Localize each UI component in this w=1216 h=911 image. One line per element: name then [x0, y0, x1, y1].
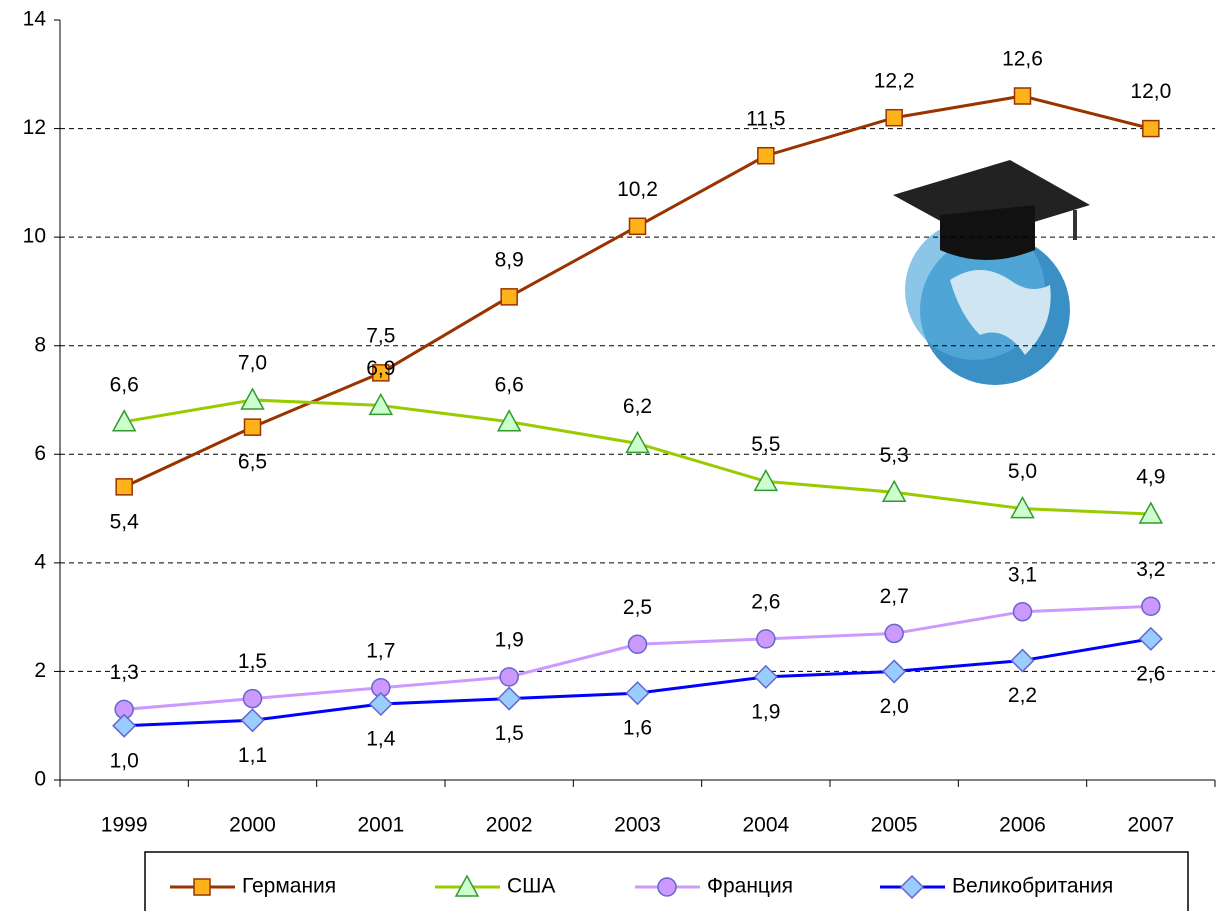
data-label: 5,5 [751, 433, 780, 456]
data-label: 6,9 [366, 357, 395, 380]
data-label: 5,3 [880, 444, 909, 467]
x-tick-label: 1999 [101, 814, 148, 837]
data-point [368, 691, 393, 717]
data-label: 6,5 [238, 451, 267, 474]
legend-label: Франция [707, 875, 793, 898]
data-point [625, 430, 650, 454]
data-point [881, 479, 907, 503]
x-tick-label: 2005 [871, 814, 918, 837]
x-tick-label: 2006 [999, 814, 1046, 837]
data-label: 1,6 [623, 717, 652, 740]
x-tick-label: 2000 [229, 814, 276, 837]
data-label: 1,4 [366, 728, 396, 751]
data-label: 10,2 [617, 178, 658, 201]
data-label: 1,5 [238, 650, 267, 673]
data-point [496, 409, 522, 432]
data-label: 2,6 [1136, 662, 1165, 685]
y-tick-label: 2 [34, 659, 46, 682]
legend-label: США [507, 875, 555, 898]
data-label: 5,0 [1008, 460, 1037, 483]
data-point [625, 681, 650, 706]
data-point [243, 418, 262, 436]
data-point [497, 686, 522, 711]
data-point [753, 468, 779, 492]
data-label: 1,5 [495, 722, 524, 745]
data-label: 6,6 [495, 373, 524, 396]
globe-decoration [875, 150, 1100, 400]
data-point [240, 708, 265, 733]
y-tick-label: 0 [34, 768, 46, 791]
data-label: 5,4 [110, 510, 140, 533]
data-label: 2,0 [880, 695, 909, 718]
data-point [112, 713, 137, 738]
data-point [115, 478, 133, 496]
data-point [500, 288, 518, 306]
data-point [111, 409, 137, 432]
data-point [499, 667, 519, 687]
data-point [1012, 601, 1033, 622]
data-point [628, 217, 647, 236]
data-point [882, 659, 907, 684]
data-point [885, 108, 903, 127]
data-label: 3,2 [1136, 558, 1165, 581]
data-label: 12,0 [1130, 80, 1171, 103]
data-label: 1,1 [238, 744, 267, 767]
data-point [1141, 596, 1161, 617]
data-label: 2,7 [880, 585, 909, 608]
data-label: 1,9 [751, 700, 780, 723]
data-point [756, 629, 776, 649]
data-label: 1,3 [110, 661, 139, 684]
data-point [1138, 626, 1163, 651]
y-tick-label: 6 [34, 442, 46, 465]
data-label: 7,5 [366, 324, 395, 347]
x-tick-label: 2002 [486, 814, 533, 837]
legend-label: Германия [242, 875, 336, 898]
y-tick-label: 8 [34, 333, 46, 356]
data-point [1010, 648, 1035, 673]
legend-marker [193, 878, 211, 896]
data-point [753, 664, 778, 689]
data-label: 6,6 [110, 373, 139, 396]
data-label: 2,2 [1008, 684, 1037, 707]
y-tick-label: 10 [23, 225, 46, 248]
y-tick-label: 4 [34, 550, 46, 573]
x-tick-label: 2001 [357, 814, 404, 837]
data-point [1142, 119, 1160, 138]
data-label: 4,9 [1136, 466, 1165, 489]
data-label: 3,1 [1008, 563, 1037, 586]
data-label: 7,0 [238, 352, 267, 375]
data-label: 1,9 [495, 628, 524, 651]
data-point [368, 392, 394, 416]
x-tick-label: 2007 [1127, 814, 1174, 837]
x-tick-label: 2003 [614, 814, 661, 837]
data-label: 11,5 [746, 107, 785, 130]
legend-marker [657, 877, 677, 897]
data-label: 2,6 [751, 590, 780, 613]
data-label: 12,2 [874, 69, 915, 92]
y-tick-label: 14 [23, 8, 47, 31]
data-point [242, 688, 263, 709]
legend-marker [454, 874, 480, 897]
data-point [1138, 501, 1164, 524]
data-point [1010, 496, 1035, 519]
data-label: 6,2 [623, 395, 652, 418]
data-label: 1,7 [366, 639, 395, 662]
data-label: 2,5 [623, 596, 652, 619]
data-point [240, 387, 265, 410]
data-point [757, 146, 775, 165]
data-label: 8,9 [495, 248, 524, 271]
data-label: 12,6 [1002, 48, 1043, 71]
data-point [1013, 87, 1032, 105]
data-label: 1,0 [110, 749, 139, 772]
y-tick-label: 12 [23, 116, 46, 139]
legend-marker [899, 874, 925, 900]
data-point [627, 634, 648, 655]
data-point [372, 364, 390, 382]
legend-label: Великобритания [952, 875, 1113, 898]
x-tick-label: 2004 [742, 814, 789, 837]
data-point [884, 623, 904, 644]
